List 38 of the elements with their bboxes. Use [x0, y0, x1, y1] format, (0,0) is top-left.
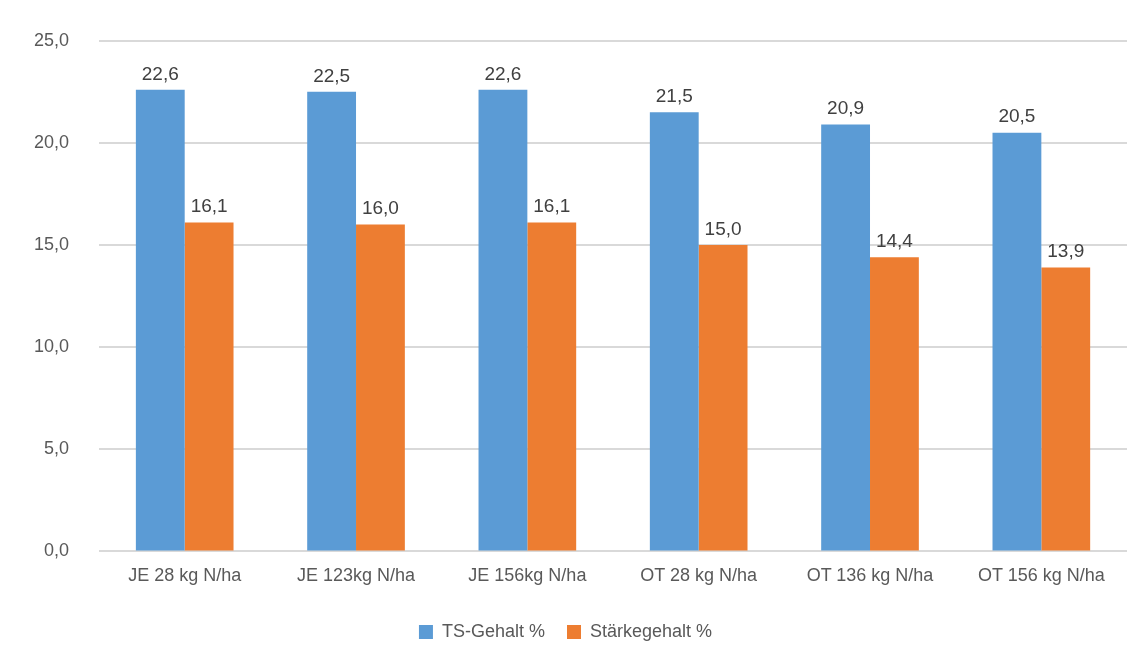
- bar: [307, 91, 357, 551]
- x-tick-label: JE 123kg N/ha: [296, 565, 417, 586]
- data-label: 15,0: [704, 217, 742, 239]
- y-tick-label: 20,0: [33, 131, 70, 152]
- bar: [870, 257, 919, 551]
- data-label: 20,9: [827, 97, 865, 119]
- data-label: 20,5: [998, 105, 1036, 127]
- x-tick-label: OT 156 kg N/ha: [977, 565, 1106, 586]
- data-label: 22,6: [141, 62, 179, 84]
- x-tick-label: JE 28 kg N/ha: [128, 565, 243, 586]
- y-tick-label: 10,0: [33, 336, 70, 357]
- data-label: 14,4: [875, 230, 914, 252]
- bar: [649, 112, 699, 551]
- x-tick-label: OT 28 kg N/ha: [640, 565, 759, 586]
- bar: [698, 245, 748, 551]
- legend-label: TS-Gehalt %: [441, 620, 545, 641]
- bar: [992, 132, 1042, 551]
- y-tick-label: 0,0: [44, 540, 70, 561]
- y-tick-label: 25,0: [33, 29, 70, 50]
- data-label: 16,1: [190, 195, 228, 217]
- data-label: 16,0: [361, 197, 399, 219]
- bar: [356, 224, 405, 551]
- legend-label: Stärkegehalt %: [589, 620, 713, 641]
- bar: [478, 89, 528, 551]
- bar: [1041, 267, 1091, 551]
- y-tick-label: 5,0: [44, 438, 70, 459]
- x-tick-label: JE 156kg N/ha: [468, 565, 588, 586]
- data-label: 13,9: [1047, 240, 1085, 262]
- y-tick-label: 15,0: [33, 234, 70, 255]
- bar: [135, 89, 185, 551]
- bar: [821, 124, 871, 551]
- data-label: 16,1: [533, 195, 571, 217]
- bar: [184, 222, 234, 551]
- x-tick-label: OT 136 kg N/ha: [806, 565, 935, 586]
- data-label: 22,5: [313, 64, 351, 86]
- data-label: 21,5: [655, 85, 693, 107]
- bar: [527, 222, 577, 551]
- data-label: 22,6: [484, 62, 522, 84]
